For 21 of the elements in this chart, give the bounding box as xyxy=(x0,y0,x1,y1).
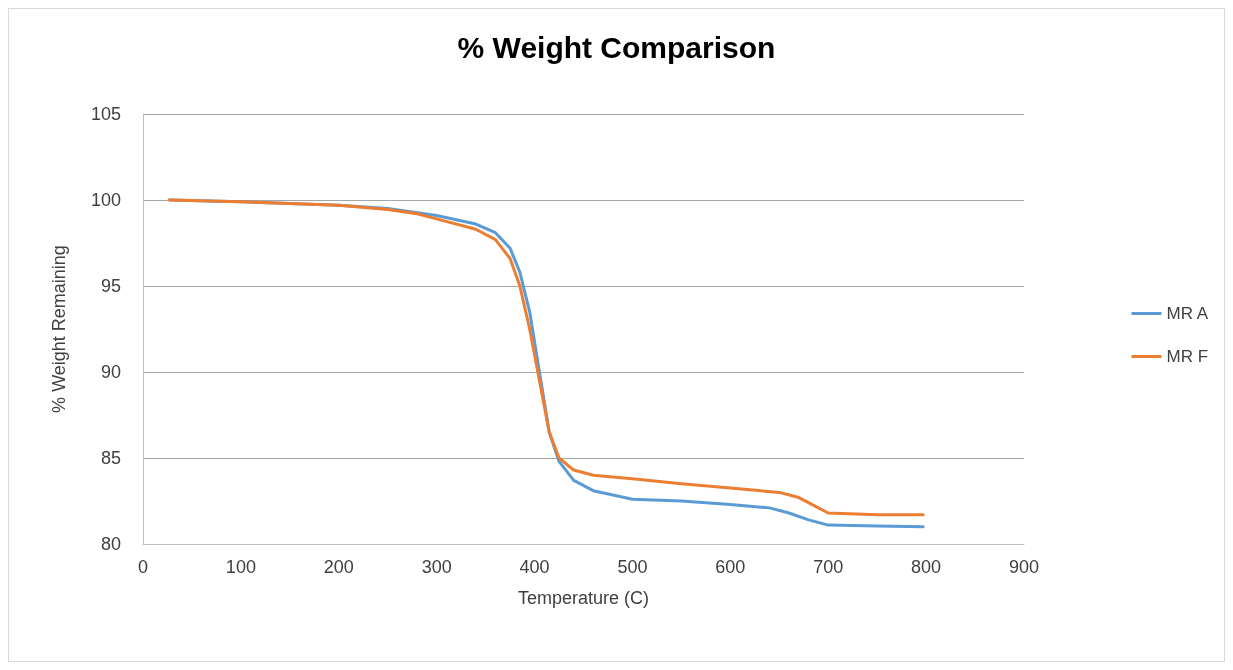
x-tick-label: 700 xyxy=(813,557,844,577)
y-axis-title: % Weight Remaining xyxy=(49,245,69,413)
x-tick-label: 300 xyxy=(421,557,452,577)
x-axis-title: Temperature (C) xyxy=(517,588,650,608)
x-tick-label: 0 xyxy=(137,557,149,577)
legend-label: MR F xyxy=(1166,347,1209,366)
x-tick-label: 100 xyxy=(225,557,256,577)
y-tick-label: 100 xyxy=(90,190,121,210)
y-tick-label: 105 xyxy=(90,104,121,124)
legend-label: MR A xyxy=(1166,304,1209,323)
x-tick-label: 600 xyxy=(715,557,746,577)
y-tick-label: 90 xyxy=(100,362,121,382)
x-tick-label: 900 xyxy=(1008,557,1040,577)
x-tick-label: 400 xyxy=(519,557,550,577)
x-tick-label: 500 xyxy=(617,557,648,577)
chart-title: % Weight Comparison xyxy=(457,30,776,64)
y-tick-label: 80 xyxy=(100,534,121,554)
y-tick-label: 85 xyxy=(100,448,121,468)
y-tick-label: 95 xyxy=(100,276,121,296)
x-tick-label: 200 xyxy=(323,557,354,577)
x-tick-label: 800 xyxy=(911,557,942,577)
